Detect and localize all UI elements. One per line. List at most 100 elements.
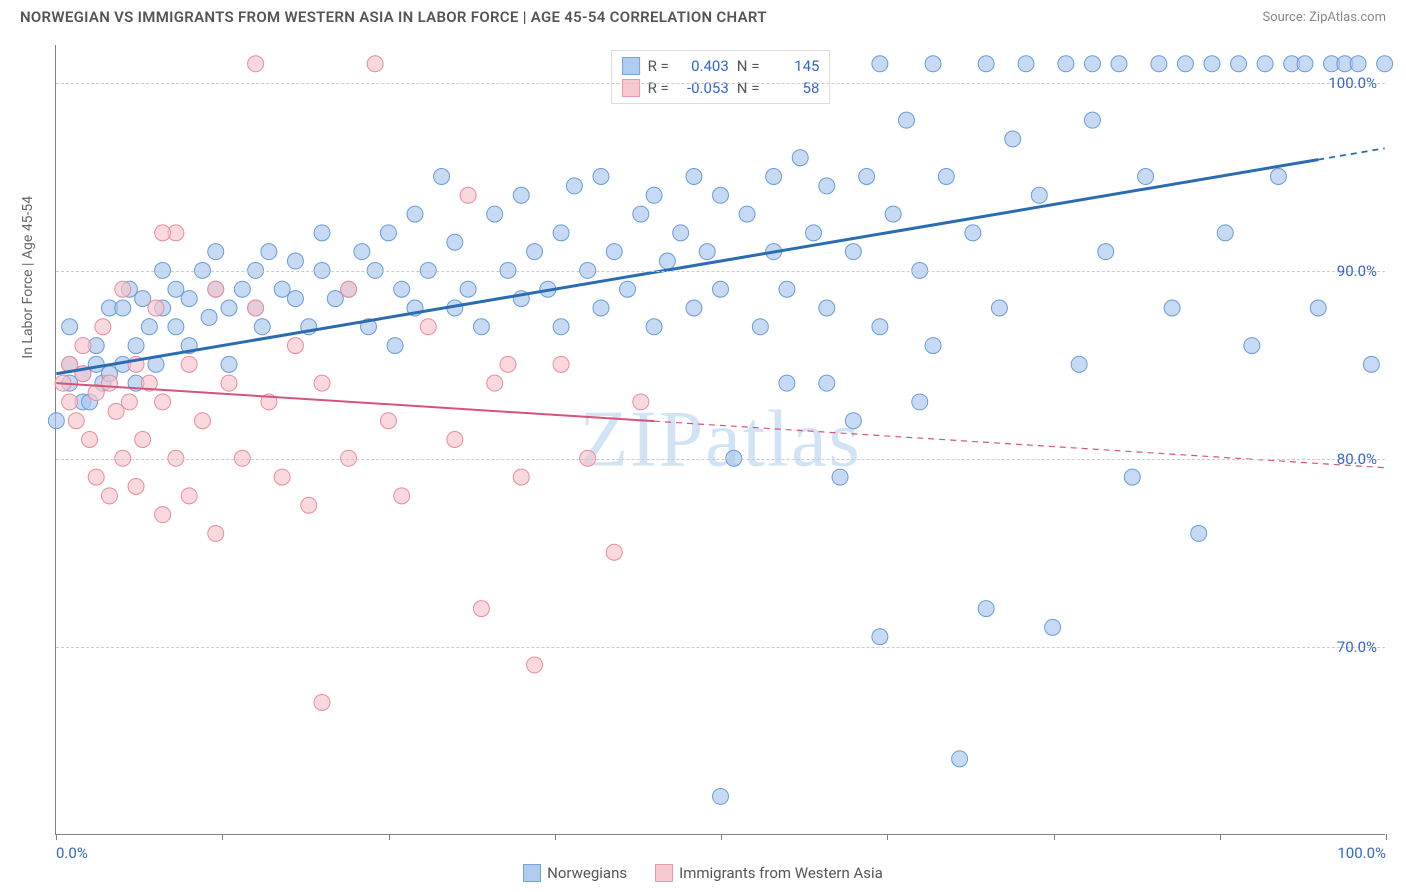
data-point [394, 488, 410, 504]
data-point [420, 319, 436, 335]
stats-swatch-norwegians [622, 57, 640, 75]
data-point [1045, 619, 1061, 635]
data-point [88, 469, 104, 485]
data-point [978, 601, 994, 617]
data-point [872, 629, 888, 645]
chart-plot-area: ZIPatlas R = 0.403 N = 145 R = -0.053 N … [55, 45, 1385, 835]
data-point [713, 788, 729, 804]
data-point [62, 394, 78, 410]
data-point [819, 375, 835, 391]
data-point [181, 356, 197, 372]
data-point [141, 319, 157, 335]
legend-item-immigrants: Immigrants from Western Asia [655, 864, 883, 882]
data-point [686, 169, 702, 185]
data-point [248, 300, 264, 316]
data-point [234, 281, 250, 297]
source-attribution: Source: ZipAtlas.com [1262, 10, 1386, 25]
data-point [713, 281, 729, 297]
data-point [1310, 300, 1326, 316]
data-point [48, 413, 64, 429]
data-point [62, 319, 78, 335]
data-point [739, 206, 755, 222]
data-point [1018, 56, 1034, 72]
x-tick [1386, 834, 1387, 840]
data-point [606, 544, 622, 560]
data-point [978, 56, 994, 72]
data-point [274, 469, 290, 485]
x-tick [222, 834, 223, 840]
data-point [1151, 56, 1167, 72]
data-point [261, 244, 277, 260]
legend-swatch-norwegians [523, 864, 541, 882]
data-point [341, 281, 357, 297]
data-point [766, 169, 782, 185]
data-point [95, 319, 111, 335]
y-tick-label: 80.0% [1337, 450, 1377, 468]
data-point [659, 253, 675, 269]
data-point [135, 432, 151, 448]
data-point [1177, 56, 1193, 72]
data-point [248, 56, 264, 72]
r-value-norwegians: 0.403 [677, 57, 729, 75]
y-tick-label: 90.0% [1337, 262, 1377, 280]
data-point [593, 169, 609, 185]
y-axis-label: In Labor Force | Age 45-54 [20, 196, 36, 359]
data-point [553, 319, 569, 335]
data-point [1244, 338, 1260, 354]
data-point [513, 469, 529, 485]
data-point [673, 225, 689, 241]
data-point [380, 413, 396, 429]
data-point [1098, 244, 1114, 260]
data-point [327, 291, 343, 307]
data-point [713, 187, 729, 203]
data-point [221, 300, 237, 316]
grid-line [56, 271, 1385, 272]
data-point [752, 319, 768, 335]
data-point [620, 281, 636, 297]
data-point [779, 281, 795, 297]
data-point [407, 206, 423, 222]
data-point [387, 338, 403, 354]
data-point [991, 300, 1007, 316]
data-point [473, 601, 489, 617]
y-tick-label: 100.0% [1328, 74, 1377, 92]
n-value-norwegians: 145 [767, 57, 819, 75]
grid-line [56, 647, 1385, 648]
data-point [101, 375, 117, 391]
data-point [1164, 300, 1180, 316]
data-point [646, 319, 662, 335]
data-point [194, 413, 210, 429]
data-point [938, 169, 954, 185]
data-point [872, 319, 888, 335]
data-point [354, 244, 370, 260]
data-point [155, 507, 171, 523]
data-point [633, 206, 649, 222]
data-point [128, 478, 144, 494]
n-label: N = [737, 57, 760, 75]
data-point [473, 319, 489, 335]
x-tick [1220, 834, 1221, 840]
x-tick-label: 100.0% [1337, 844, 1386, 862]
x-tick [721, 834, 722, 840]
data-point [912, 394, 928, 410]
data-point [155, 394, 171, 410]
r-label: R = [648, 57, 669, 75]
regression-line-extrapolated [654, 421, 1385, 467]
data-point [885, 206, 901, 222]
data-point [168, 281, 184, 297]
data-point [553, 225, 569, 241]
data-point [527, 657, 543, 673]
legend-label-immigrants: Immigrants from Western Asia [679, 864, 883, 882]
x-tick [555, 834, 556, 840]
data-point [287, 338, 303, 354]
grid-line [56, 459, 1385, 460]
data-point [208, 525, 224, 541]
data-point [208, 281, 224, 297]
data-point [819, 300, 835, 316]
data-point [221, 356, 237, 372]
data-point [925, 338, 941, 354]
data-point [447, 234, 463, 250]
scatter-plot-svg [56, 45, 1385, 834]
data-point [1084, 56, 1100, 72]
data-point [1071, 356, 1087, 372]
